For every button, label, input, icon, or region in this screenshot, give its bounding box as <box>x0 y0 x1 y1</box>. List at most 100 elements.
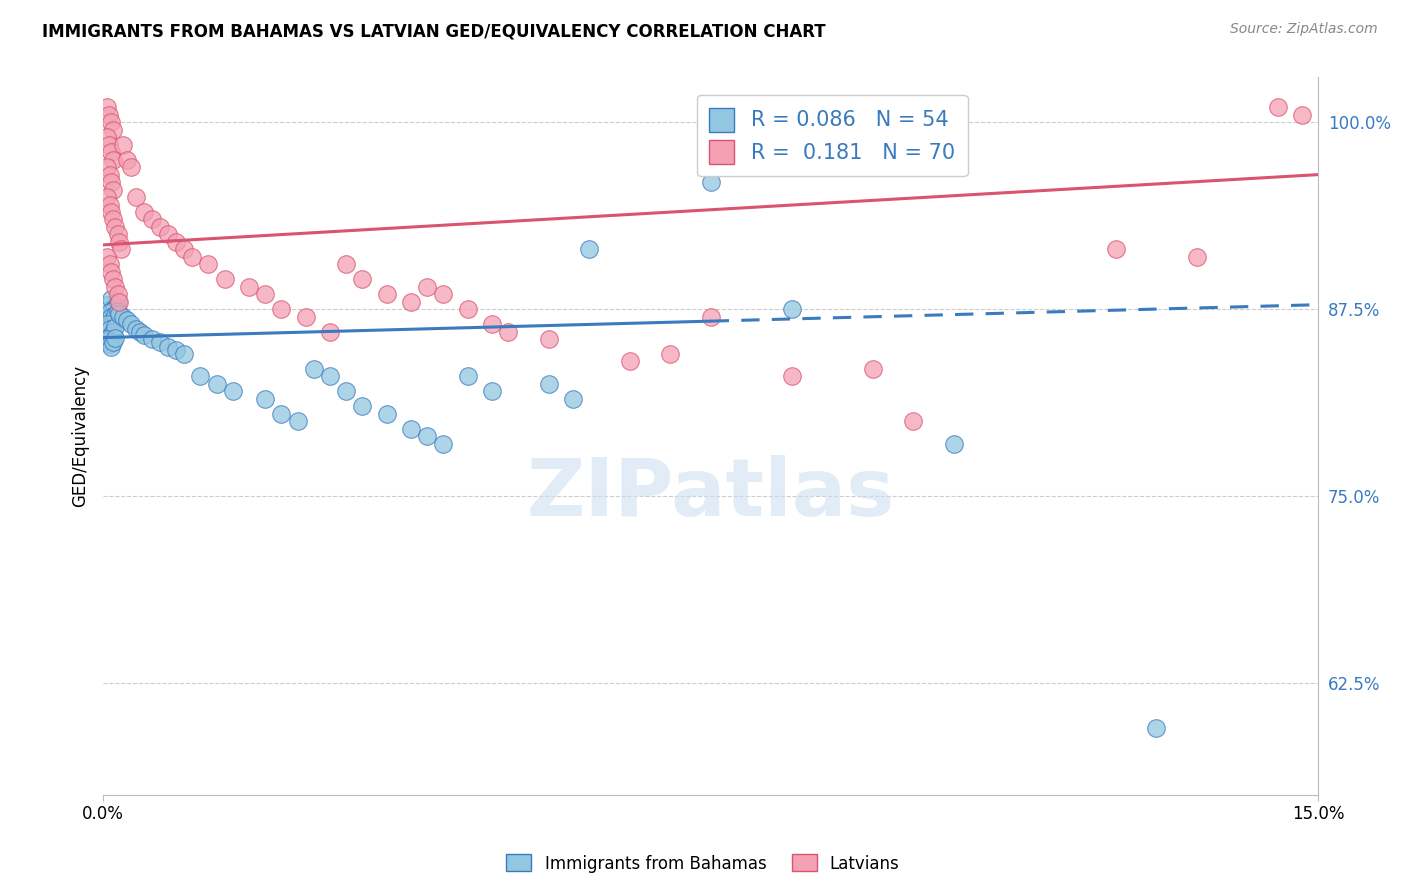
Point <box>100 265 122 279</box>
Point <box>1267 100 1289 114</box>
Point <box>287 414 309 428</box>
Point <box>238 279 260 293</box>
Point <box>128 325 150 339</box>
Point <box>96 332 118 346</box>
Point <box>197 257 219 271</box>
Point <box>432 287 454 301</box>
Point <box>619 354 641 368</box>
Point <box>108 235 131 249</box>
Point <box>108 294 131 309</box>
Point <box>416 279 439 293</box>
Point <box>132 327 155 342</box>
Point <box>101 212 124 227</box>
Point <box>352 400 374 414</box>
Point <box>112 137 135 152</box>
Point <box>96 317 118 331</box>
Point <box>100 115 122 129</box>
Point <box>173 243 195 257</box>
Point <box>98 197 121 211</box>
Point <box>181 250 204 264</box>
Point <box>149 334 172 349</box>
Point <box>101 122 124 136</box>
Point <box>699 175 721 189</box>
Point <box>132 205 155 219</box>
Point <box>101 302 124 317</box>
Point <box>117 153 139 167</box>
Point <box>104 320 127 334</box>
Point <box>98 321 121 335</box>
Point <box>100 205 122 219</box>
Point <box>457 302 479 317</box>
Point <box>104 330 127 344</box>
Point <box>96 250 118 264</box>
Text: Source: ZipAtlas.com: Source: ZipAtlas.com <box>1230 22 1378 37</box>
Point <box>862 362 884 376</box>
Point <box>98 305 121 319</box>
Point <box>121 160 143 174</box>
Point <box>96 100 118 114</box>
Point <box>107 287 129 301</box>
Point <box>101 153 124 167</box>
Point <box>108 307 131 321</box>
Point <box>104 308 127 322</box>
Point <box>104 219 127 234</box>
Point <box>335 384 357 399</box>
Point <box>270 407 292 421</box>
Point <box>481 384 503 399</box>
Point <box>352 272 374 286</box>
Legend: Immigrants from Bahamas, Latvians: Immigrants from Bahamas, Latvians <box>499 847 907 880</box>
Point <box>104 301 127 315</box>
Point <box>97 137 120 152</box>
Point <box>165 235 187 249</box>
Point <box>562 392 585 406</box>
Point <box>699 310 721 324</box>
Point <box>101 334 124 349</box>
Point <box>319 325 342 339</box>
Point <box>188 369 211 384</box>
Point <box>101 272 124 286</box>
Point <box>302 362 325 376</box>
Point <box>98 168 121 182</box>
Point <box>319 369 342 384</box>
Point <box>104 279 127 293</box>
Point <box>100 340 122 354</box>
Y-axis label: GED/Equivalency: GED/Equivalency <box>72 365 89 508</box>
Point <box>375 407 398 421</box>
Point <box>335 257 357 271</box>
Point <box>141 332 163 346</box>
Point <box>121 317 143 331</box>
Point <box>205 376 228 391</box>
Point <box>903 414 925 428</box>
Point <box>780 302 803 317</box>
Legend: R = 0.086   N = 54, R =  0.181   N = 70: R = 0.086 N = 54, R = 0.181 N = 70 <box>697 95 967 177</box>
Point <box>399 422 422 436</box>
Point <box>416 429 439 443</box>
Point <box>942 436 965 450</box>
Point <box>107 303 129 318</box>
Point <box>537 376 560 391</box>
Point <box>254 392 277 406</box>
Point <box>156 340 179 354</box>
Point <box>100 310 122 324</box>
Point <box>214 272 236 286</box>
Point <box>107 227 129 242</box>
Point <box>98 336 121 351</box>
Point <box>1144 721 1167 735</box>
Point <box>141 212 163 227</box>
Point <box>96 298 118 312</box>
Point <box>165 343 187 357</box>
Point <box>481 317 503 331</box>
Point <box>173 347 195 361</box>
Point <box>100 175 122 189</box>
Point <box>1291 108 1313 122</box>
Point <box>457 369 479 384</box>
Point <box>496 325 519 339</box>
Point <box>100 292 122 306</box>
Point <box>100 327 122 342</box>
Point <box>100 145 122 160</box>
Point <box>149 219 172 234</box>
Point <box>432 436 454 450</box>
Text: IMMIGRANTS FROM BAHAMAS VS LATVIAN GED/EQUIVALENCY CORRELATION CHART: IMMIGRANTS FROM BAHAMAS VS LATVIAN GED/E… <box>42 22 825 40</box>
Point <box>294 310 316 324</box>
Point <box>124 190 146 204</box>
